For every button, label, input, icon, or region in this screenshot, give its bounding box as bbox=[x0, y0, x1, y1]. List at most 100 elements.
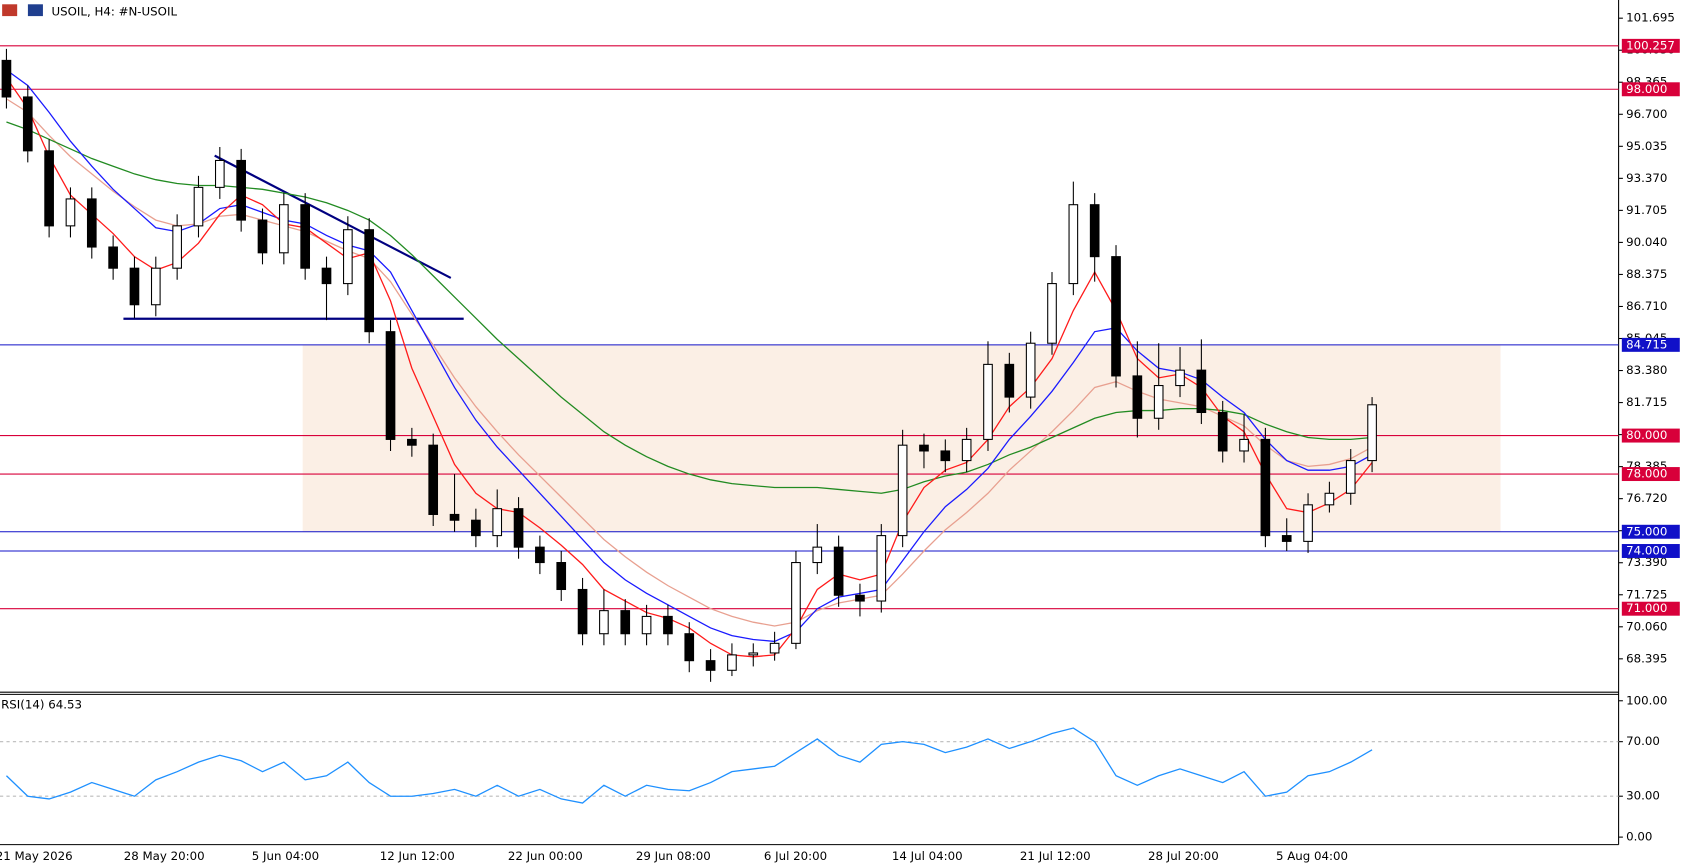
level-label: 71.000 bbox=[1626, 601, 1667, 615]
candle-body bbox=[1367, 404, 1377, 462]
x-tick-label: 21 Jul 12:00 bbox=[1020, 849, 1091, 863]
candle-body bbox=[1132, 375, 1143, 419]
moving-average bbox=[6, 98, 1373, 627]
candle-body bbox=[1004, 363, 1015, 398]
level-label: 78.000 bbox=[1626, 467, 1667, 481]
level-label-bg bbox=[1621, 467, 1680, 482]
candle-body bbox=[1, 59, 12, 98]
candle-body bbox=[940, 450, 951, 462]
candle-body bbox=[1175, 369, 1185, 387]
candle-body bbox=[620, 610, 631, 635]
candle-body bbox=[727, 654, 737, 671]
level-label-bg bbox=[1621, 601, 1680, 616]
y-tick-label: 91.705 bbox=[1626, 203, 1667, 217]
candle-body bbox=[897, 444, 908, 537]
y-tick-label: 70.060 bbox=[1626, 619, 1667, 633]
candle-body bbox=[599, 610, 609, 635]
icon bbox=[27, 4, 43, 17]
y-tick-label: 83.380 bbox=[1626, 363, 1667, 377]
candle-body bbox=[641, 615, 652, 635]
y-tick-label: 100.00 bbox=[1626, 693, 1667, 707]
candle-body bbox=[108, 246, 118, 269]
candle-body bbox=[983, 363, 993, 440]
x-tick-label: 28 May 20:00 bbox=[124, 849, 205, 863]
x-tick-label: 5 Aug 04:00 bbox=[1276, 849, 1348, 863]
moving-average bbox=[6, 121, 1373, 494]
candle-body bbox=[791, 562, 801, 644]
candle-body bbox=[1260, 438, 1271, 537]
candle-body bbox=[705, 660, 716, 671]
candle-body bbox=[577, 588, 588, 635]
candle-body bbox=[663, 615, 673, 635]
candle-body bbox=[535, 546, 545, 564]
x-tick-label: 29 Jun 08:00 bbox=[636, 849, 711, 863]
candle-body bbox=[1025, 342, 1036, 398]
candle-body bbox=[385, 331, 396, 440]
candle-body bbox=[172, 225, 182, 269]
icon bbox=[2, 4, 18, 17]
candle-body bbox=[65, 198, 76, 227]
level-label: 98.000 bbox=[1626, 82, 1667, 96]
trendline bbox=[214, 154, 452, 279]
candle-body bbox=[961, 438, 972, 462]
candle-body bbox=[556, 562, 567, 591]
candle-body bbox=[1324, 492, 1335, 506]
candle-body bbox=[471, 519, 481, 537]
candle-body bbox=[129, 267, 140, 306]
y-tick-label: 76.720 bbox=[1626, 491, 1667, 505]
candle-body bbox=[1239, 438, 1249, 452]
level-label-bg bbox=[1621, 524, 1680, 539]
y-tick-label: 0.00 bbox=[1626, 830, 1652, 844]
candle-body bbox=[86, 198, 97, 248]
candle-body bbox=[1303, 504, 1313, 542]
candle-body bbox=[343, 229, 353, 285]
candle-body bbox=[449, 513, 460, 521]
y-tick-label: 96.700 bbox=[1626, 107, 1667, 121]
candle-body bbox=[1068, 204, 1079, 285]
candle-body bbox=[150, 267, 161, 306]
candle-body bbox=[1047, 283, 1057, 344]
candle-body bbox=[236, 159, 246, 221]
candle-body bbox=[1281, 535, 1292, 542]
level-label-bg bbox=[1621, 82, 1680, 97]
y-tick-label: 90.040 bbox=[1626, 235, 1667, 249]
candle-body bbox=[684, 633, 695, 662]
level-label-bg bbox=[1621, 337, 1680, 352]
candle-body bbox=[812, 546, 823, 564]
x-tick-label: 21 May 2026 bbox=[0, 849, 73, 863]
candle-body bbox=[1153, 385, 1164, 419]
candle-body bbox=[428, 444, 439, 515]
level-label-bg bbox=[1621, 38, 1680, 53]
rsi-line bbox=[5, 727, 1373, 804]
level-label: 100.257 bbox=[1626, 38, 1675, 52]
candle-body bbox=[919, 444, 929, 452]
level-label: 74.000 bbox=[1626, 544, 1667, 558]
candle-body bbox=[1345, 460, 1356, 494]
x-tick-label: 28 Jul 20:00 bbox=[1148, 849, 1219, 863]
candle-body bbox=[44, 150, 54, 227]
y-tick-label: 68.395 bbox=[1626, 651, 1667, 665]
candle-body bbox=[492, 508, 503, 537]
rsi-title: RSI(14) 64.53 bbox=[1, 698, 82, 712]
level-label: 75.000 bbox=[1626, 524, 1667, 538]
candle-body bbox=[193, 186, 204, 227]
candle-body bbox=[855, 594, 865, 602]
level-label-bg bbox=[1621, 428, 1680, 443]
candle-body bbox=[1089, 204, 1100, 258]
candle-body bbox=[833, 546, 844, 596]
y-tick-label: 88.375 bbox=[1626, 267, 1667, 281]
candle-body bbox=[1196, 369, 1207, 414]
x-tick-label: 14 Jul 04:00 bbox=[892, 849, 963, 863]
moving-average bbox=[6, 69, 1373, 643]
candle-body bbox=[407, 438, 417, 446]
candle-body bbox=[769, 642, 780, 654]
candle-body bbox=[22, 96, 33, 152]
x-tick-label: 5 Jun 04:00 bbox=[252, 849, 319, 863]
y-tick-label: 81.715 bbox=[1626, 395, 1667, 409]
y-tick-label: 71.725 bbox=[1626, 587, 1667, 601]
candle-body bbox=[279, 204, 289, 254]
candle-body bbox=[748, 652, 759, 656]
candle-body bbox=[321, 267, 332, 285]
